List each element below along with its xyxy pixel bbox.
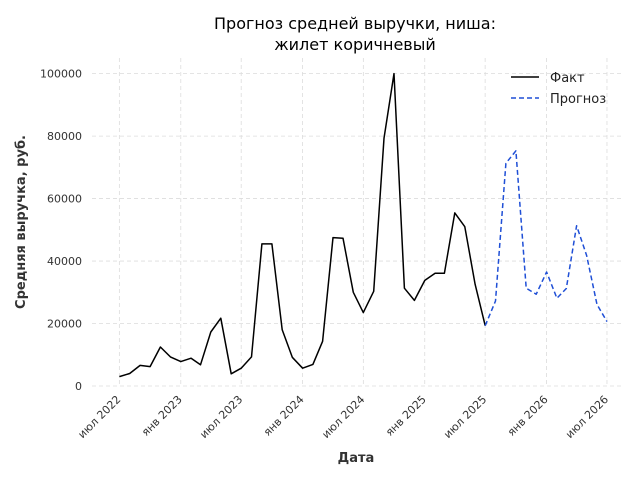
y-tick-label: 40000 xyxy=(47,255,82,268)
y-tick-label: 80000 xyxy=(47,130,82,143)
x-tick-label: июл 2026 xyxy=(563,393,611,441)
x-tick-label: янв 2024 xyxy=(261,393,307,439)
y-tick-label: 100000 xyxy=(40,68,82,81)
legend-label-forecast: Прогноз xyxy=(550,92,606,107)
x-tick-label: янв 2023 xyxy=(139,393,185,439)
x-tick-label: июл 2025 xyxy=(441,393,489,441)
y-tick-label: 20000 xyxy=(47,318,82,331)
series-layer xyxy=(119,72,608,378)
y-axis-ticks: 0 20000 40000 60000 80000 100000 xyxy=(40,68,82,393)
x-axis-ticks: июл 2022 янв 2023 июл 2023 янв 2024 июл 2024… xyxy=(75,393,611,441)
series-line-forecast xyxy=(484,150,608,326)
y-tick-label: 0 xyxy=(75,380,82,393)
x-tick-label: янв 2026 xyxy=(505,393,551,439)
x-axis-label: Дата xyxy=(338,451,375,466)
x-tick-label: июл 2023 xyxy=(197,393,245,441)
grid xyxy=(92,58,622,387)
series-line-fact xyxy=(119,72,486,378)
y-tick-label: 60000 xyxy=(47,193,82,206)
y-axis-label: Средняя выручка, руб. xyxy=(14,135,29,309)
x-tick-label: июл 2024 xyxy=(319,393,367,441)
legend: Факт Прогноз xyxy=(511,71,606,107)
legend-label-fact: Факт xyxy=(550,71,585,86)
chart-title-line-1: Прогноз средней выручки, ниша: xyxy=(214,14,496,33)
chart-title-line-2: жилет коричневый xyxy=(274,35,436,54)
x-tick-label: июл 2022 xyxy=(75,393,123,441)
x-tick-label: янв 2025 xyxy=(383,393,429,439)
